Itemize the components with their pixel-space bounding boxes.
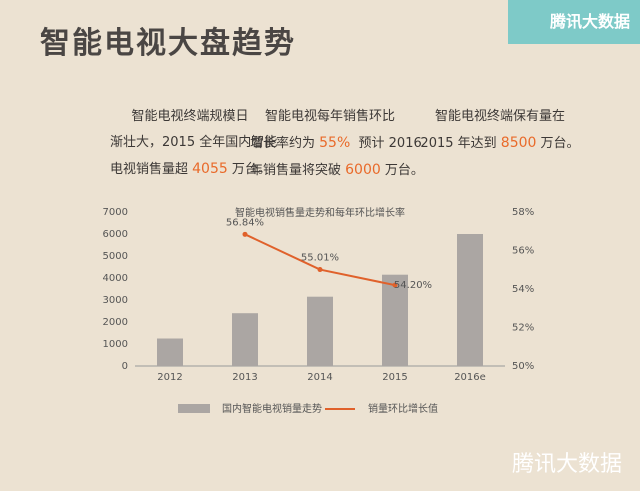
text-block: 智能电视终端保有量在 2015 年达到 8500 万台。 [420,104,580,157]
highlight: 6000 [345,162,381,178]
text-line: 电视销售量超 4055 万台。 [110,156,271,183]
text: 万台。 [380,163,424,178]
y-tick-label: 3000 [103,295,128,306]
y-tick-label: 4000 [103,273,128,284]
y-tick-label: 2000 [103,317,128,328]
y2-tick-label: 56% [512,246,534,257]
y2-tick-label: 52% [512,323,534,334]
text-line: 智能电视每年销售环比 [250,104,410,130]
data-label: 55.01% [301,253,339,264]
text-line: 智能电视终端规模日 [110,104,270,130]
page-title: 智能电视大盘趋势 [40,26,296,61]
text: 万台。 [536,136,580,151]
text-line: 2015 年达到 8500 万台。 [420,130,580,157]
bar [232,313,258,366]
x-tick-label: 2016e [454,372,486,383]
text-line: 增长率约为 55% 预计 2016 [250,130,422,157]
x-tick-label: 2014 [307,372,332,383]
point [392,282,398,288]
bar [382,274,408,366]
text-line: 渐壮大，2015 全年国内智能 [110,130,277,156]
data-label: 54.20% [394,280,432,291]
watermark: 腾讯大数据 [512,452,623,477]
text: 增长率约为 [250,136,320,151]
text: 智能电视每年销售环比 [264,109,395,124]
text: 2015 年达到 [420,136,501,151]
y-tick-label: 0 [122,361,128,372]
y-tick-label: 1000 [103,339,128,350]
point [317,267,323,273]
bar [307,296,333,366]
text-line: 智能电视终端保有量在 [420,104,580,130]
y-tick-label: 7000 [103,207,128,218]
logo: 腾讯大数据 [508,0,640,44]
text: 预计 2016 [350,136,422,151]
highlight: 4055 [192,161,228,177]
point [242,231,248,237]
y2-tick-label: 54% [512,284,534,295]
legend-label: 国内智能电视销量走势 [222,402,322,415]
text: 智能电视终端规模日 [131,109,249,124]
legend-swatch [178,404,210,413]
x-tick-label: 2012 [157,372,182,383]
data-label: 56.84% [226,217,264,228]
text: 渐壮大，2015 全年国内智能 [110,135,278,150]
text: 电视销售量超 [110,162,193,177]
highlight: 8500 [500,135,537,151]
y-tick-label: 5000 [103,251,128,262]
x-tick-label: 2015 [382,372,407,383]
text: 智能电视终端保有量在 [434,109,565,124]
chart-title: 智能电视销售量走势和每年环比增长率 [235,206,405,219]
x-tick-label: 2013 [232,372,257,383]
text: 年销售量将突破 [250,163,346,178]
bar [157,338,183,366]
highlight: 55% [319,135,351,151]
y2-tick-label: 50% [512,361,534,372]
legend-label: 销量环比增长值 [368,402,438,415]
y-tick-label: 6000 [103,229,128,240]
text: 万台。 [227,162,271,177]
text-block: 智能电视终端规模日 渐壮大，2015 全年国内智能 电视销售量超 4055 万台。 [110,104,277,183]
text-line: 年销售量将突破 6000 万台。 [250,157,424,184]
y2-tick-label: 58% [512,207,534,218]
text-block: 智能电视每年销售环比 增长率约为 55% 预计 2016 年销售量将突破 6000 … [250,104,424,184]
bar [457,234,483,366]
